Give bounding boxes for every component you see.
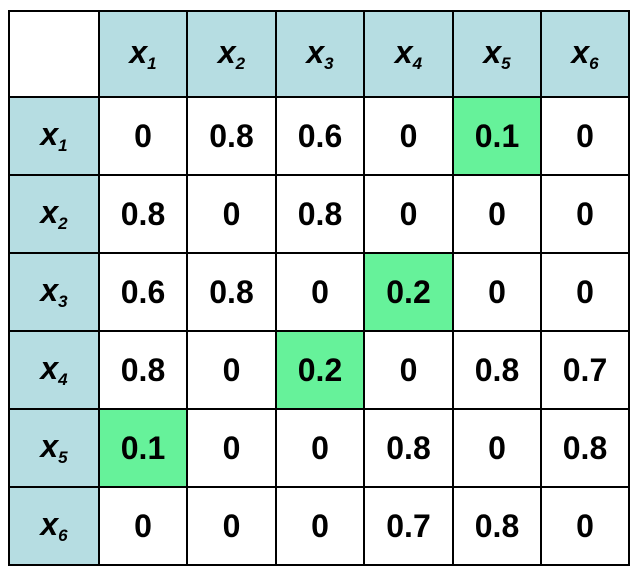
matrix-cell: 0.8 bbox=[540, 408, 630, 488]
matrix-cell: 0 bbox=[452, 252, 542, 332]
column-header-x3: x3 bbox=[275, 10, 365, 98]
matrix-row-x5: x5 0.1 0 0 0.8 0 0.8 bbox=[8, 408, 630, 488]
matrix-cell: 0.6 bbox=[275, 96, 365, 176]
matrix-cell: 0.7 bbox=[540, 330, 630, 410]
matrix-cell: 0 bbox=[363, 330, 454, 410]
column-header-x2: x2 bbox=[186, 10, 277, 98]
matrix-cell: 0 bbox=[186, 486, 277, 566]
row-header-x4: x4 bbox=[8, 330, 100, 410]
matrix-cell: 0.8 bbox=[363, 408, 454, 488]
matrix-row-x4: x4 0.8 0 0.2 0 0.8 0.7 bbox=[8, 330, 630, 410]
matrix-cell: 0 bbox=[540, 252, 630, 332]
matrix-cell: 0.8 bbox=[452, 486, 542, 566]
matrix-cell: 0 bbox=[452, 174, 542, 254]
matrix-cell-highlighted: 0.2 bbox=[275, 330, 365, 410]
matrix-cell: 0 bbox=[540, 174, 630, 254]
column-header-x1: x1 bbox=[98, 10, 188, 98]
matrix-cell: 0.8 bbox=[452, 330, 542, 410]
matrix-cell: 0 bbox=[98, 96, 188, 176]
distance-matrix-table: x1 x2 x3 x4 x5 x6 x1 0 0.8 0.6 0 0.1 0 x… bbox=[8, 10, 630, 566]
matrix-cell: 0 bbox=[452, 408, 542, 488]
matrix-cell: 0 bbox=[540, 96, 630, 176]
column-header-x6: x6 bbox=[540, 10, 630, 98]
row-header-x1: x1 bbox=[8, 96, 100, 176]
corner-cell bbox=[8, 10, 100, 98]
matrix-cell: 0.6 bbox=[98, 252, 188, 332]
matrix-cell-highlighted: 0.2 bbox=[363, 252, 454, 332]
matrix-row-x3: x3 0.6 0.8 0 0.2 0 0 bbox=[8, 252, 630, 332]
matrix-cell: 0 bbox=[275, 486, 365, 566]
distance-matrix-container: x1 x2 x3 x4 x5 x6 x1 0 0.8 0.6 0 0.1 0 x… bbox=[8, 10, 630, 566]
matrix-cell: 0.8 bbox=[186, 96, 277, 176]
matrix-cell: 0 bbox=[275, 408, 365, 488]
matrix-row-x6: x6 0 0 0 0.7 0.8 0 bbox=[8, 486, 630, 566]
matrix-cell: 0 bbox=[363, 96, 454, 176]
matrix-cell: 0 bbox=[540, 486, 630, 566]
matrix-cell-highlighted: 0.1 bbox=[452, 96, 542, 176]
matrix-row-x2: x2 0.8 0 0.8 0 0 0 bbox=[8, 174, 630, 254]
matrix-cell: 0 bbox=[186, 330, 277, 410]
matrix-cell: 0.8 bbox=[275, 174, 365, 254]
matrix-cell: 0.8 bbox=[98, 330, 188, 410]
matrix-cell: 0 bbox=[275, 252, 365, 332]
matrix-cell: 0 bbox=[98, 486, 188, 566]
row-header-x3: x3 bbox=[8, 252, 100, 332]
matrix-cell-highlighted: 0.1 bbox=[98, 408, 188, 488]
row-header-x6: x6 bbox=[8, 486, 100, 566]
matrix-row-x1: x1 0 0.8 0.6 0 0.1 0 bbox=[8, 96, 630, 176]
matrix-cell: 0.8 bbox=[98, 174, 188, 254]
row-header-x2: x2 bbox=[8, 174, 100, 254]
matrix-cell: 0.7 bbox=[363, 486, 454, 566]
column-header-x5: x5 bbox=[452, 10, 542, 98]
row-header-x5: x5 bbox=[8, 408, 100, 488]
matrix-cell: 0.8 bbox=[186, 252, 277, 332]
column-header-x4: x4 bbox=[363, 10, 454, 98]
matrix-cell: 0 bbox=[363, 174, 454, 254]
matrix-cell: 0 bbox=[186, 408, 277, 488]
header-row: x1 x2 x3 x4 x5 x6 bbox=[8, 10, 630, 98]
matrix-cell: 0 bbox=[186, 174, 277, 254]
